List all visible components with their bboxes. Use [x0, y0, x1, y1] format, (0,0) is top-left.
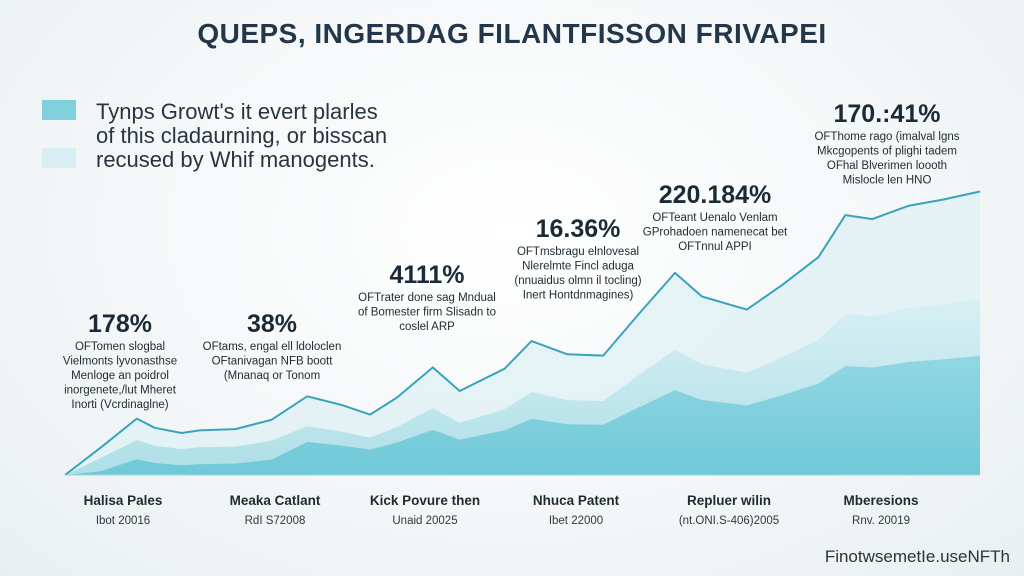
x-tick-sublabel: Unaid 20025 [392, 515, 457, 527]
x-tick-sublabel: RdI S72008 [245, 515, 306, 527]
annotation-note-line: OFThome rago (imalval lgns [814, 131, 959, 143]
x-axis-labels: Halisa Pales Ibot 20016 Meaka Catlant RdI S… [84, 493, 919, 527]
x-tick-label: Halisa Pales [84, 493, 163, 508]
annotation-4: 16.36% OFTmsbragu elnlovesal Nlerelmte Fin… [514, 215, 641, 302]
annotation-note-line: OFTomen slogbal [75, 341, 165, 353]
x-category-5: Repluer wilin (nt.ONI.S-406)2005 [679, 493, 779, 527]
legend-swatch-dark [42, 100, 76, 120]
x-category-4: Nhuca Patent Ibet 22000 [533, 493, 620, 527]
annotation-note-line: Nlerelmte Fincl aduga [522, 261, 634, 273]
annotation-note-line: Menloge an poidrol [71, 370, 169, 382]
x-tick-label: Mberesions [843, 493, 918, 508]
annotation-note-line: coslel ARP [399, 321, 455, 333]
legend-line-2: of this cladaurning, or bisscan [96, 123, 387, 148]
annotation-6: 170.:41% OFThome rago (imalval lgns Mkcgop… [814, 100, 959, 187]
annotations: 178% OFTomen slogbal Vielmonts lyvonasthse… [63, 100, 960, 411]
annotation-5: 220.184% OFTeant Uenalo Venlam GProhadoen … [643, 181, 788, 253]
annotation-note-line: GProhadoen namenecat bet [643, 227, 788, 239]
annotation-3: 4111% OFTrater done sag Mndual of Bomester… [358, 261, 496, 333]
annotation-note-line: OFtams, engal ell ldoloclen [203, 341, 342, 353]
annotation-note-line: OFtanivagan NFB boott [212, 356, 334, 368]
annotation-value: 4111% [389, 261, 464, 289]
area-layers [64, 190, 981, 476]
x-category-2: Meaka Catlant RdI S72008 [230, 493, 321, 527]
x-tick-label: Nhuca Patent [533, 493, 620, 508]
chart-title: QUEPS, INGERDAG FILANTFISSON FRIVAPEI [197, 18, 826, 49]
annotation-note-line: of Bomester firm Slisadn to [358, 307, 496, 319]
legend-swatch-light [42, 148, 76, 168]
x-tick-sublabel: Ibet 22000 [549, 515, 603, 527]
annotation-note-line: OFTeant Uenalo Venlam [652, 212, 777, 224]
annotation-1: 178% OFTomen slogbal Vielmonts lyvonasthse… [63, 310, 177, 411]
legend: Tynps Growt's it evert plarles of this c… [42, 99, 387, 172]
annotation-value: 38% [247, 310, 297, 338]
x-tick-sublabel: Rnv. 20019 [852, 515, 910, 527]
annotation-note-line: OFTmsbragu elnlovesal [517, 246, 639, 258]
x-category-3: Kick Povure then Unaid 20025 [370, 493, 480, 527]
x-tick-label: Meaka Catlant [230, 493, 321, 508]
annotation-note-line: Vielmonts lyvonasthse [63, 356, 177, 368]
annotation-note-line: (nnuaidus olmn il tocling) [514, 275, 641, 287]
annotation-value: 178% [88, 310, 152, 338]
x-tick-sublabel: (nt.ONI.S-406)2005 [679, 515, 779, 527]
annotation-note-line: Inert Hontdnmagines) [523, 290, 634, 302]
annotation-note-line: inorgenete,/lut Mheret [64, 385, 177, 397]
annotation-2: 38% OFtams, engal ell ldoloclen OFtanivaga… [203, 310, 342, 382]
annotation-note-line: OFTnnul APPI [678, 241, 752, 253]
annotation-value: 16.36% [536, 215, 621, 243]
annotation-note-line: (Mnanaq or Tonom [224, 370, 320, 382]
x-tick-label: Kick Povure then [370, 493, 480, 508]
annotation-note-line: OFTrater done sag Mndual [358, 292, 496, 304]
footer-brand: FinotwsemetIe.useNFTh [825, 547, 1010, 566]
x-tick-label: Repluer wilin [687, 493, 771, 508]
annotation-value: 170.:41% [833, 100, 940, 128]
annotation-note-line: OFhal Blverimen loooth [827, 160, 947, 172]
annotation-value: 220.184% [659, 181, 772, 209]
x-tick-sublabel: Ibot 20016 [96, 515, 150, 527]
annotation-note-line: Inorti (Vcrdinaglne) [71, 399, 168, 411]
area-dark [65, 355, 980, 475]
legend-line-1: Tynps Growt's it evert plarles [96, 99, 378, 124]
legend-line-3: recused by Whif manogents. [96, 147, 375, 172]
annotation-note-line: Mkcgopents of plighi tadem [817, 146, 957, 158]
x-category-1: Halisa Pales Ibot 20016 [84, 493, 163, 527]
x-category-6: Mberesions Rnv. 20019 [843, 493, 918, 527]
annotation-note-line: Mislocle len HNO [843, 175, 932, 187]
series-line [64, 190, 981, 476]
